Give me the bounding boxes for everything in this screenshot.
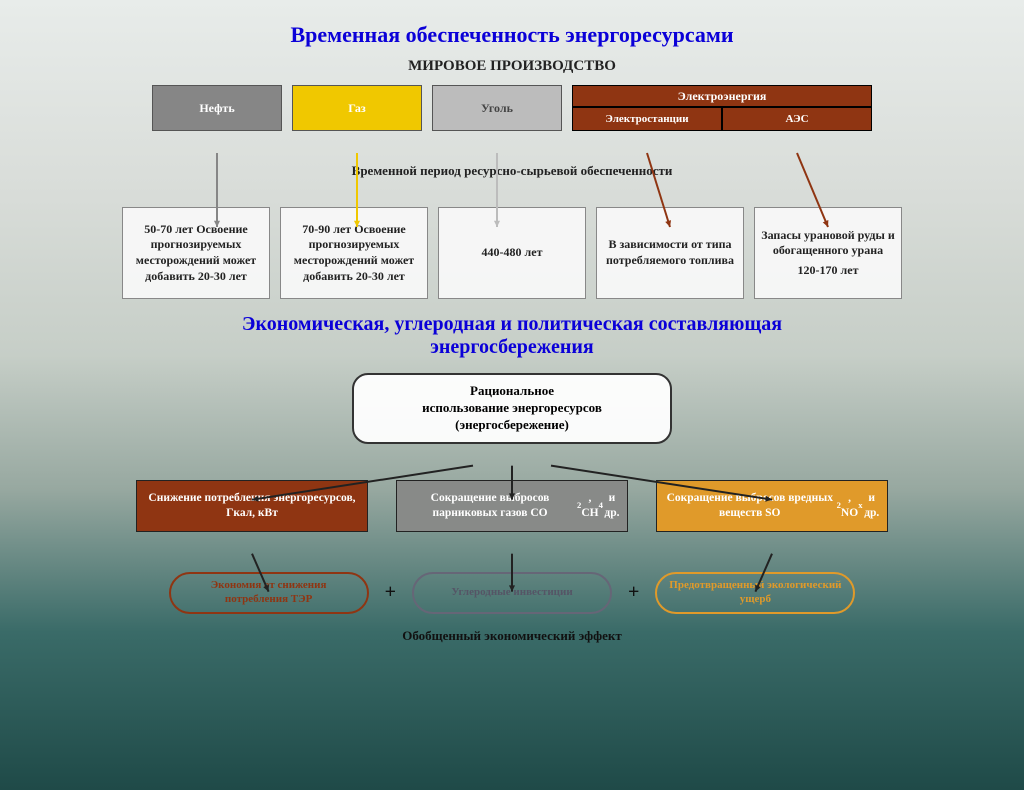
period-label: Временной период ресурсно-сырьевой обесп… bbox=[0, 163, 1024, 179]
mid-box-reduction: Снижение потребления энергоресурсов, Гка… bbox=[136, 480, 368, 532]
title2-l1: Экономическая, углеродная и политическая… bbox=[242, 313, 782, 335]
resource-coal: Уголь bbox=[432, 85, 562, 131]
desc-npp: Запасы урановой руды и обогащенного уран… bbox=[754, 207, 902, 299]
main-title: Временная обеспеченность энергоресурсами bbox=[0, 22, 1024, 48]
desc-plant: В зависимости от типа потребляемого топл… bbox=[596, 207, 744, 299]
rational-l3: (энергосбережение) bbox=[364, 417, 660, 434]
desc-npp-l1: Запасы урановой руды и обогащенного уран… bbox=[759, 228, 897, 259]
subtitle-production: МИРОВОЕ ПРОИЗВОДСТВО bbox=[0, 58, 1024, 75]
plus-icon: + bbox=[385, 581, 396, 604]
plus-icon: + bbox=[628, 581, 639, 604]
rational-l1: Рациональное bbox=[364, 383, 660, 400]
rational-l2: использование энергоресурсов bbox=[364, 400, 660, 417]
description-row: 50-70 лет Освоение прогнозируемых местор… bbox=[0, 207, 1024, 299]
oval-economy: Экономия от снижения потребления ТЭР bbox=[169, 572, 369, 614]
title2-l2: энергосбережения bbox=[430, 336, 593, 358]
rational-box: Рациональное использование энергоресурсо… bbox=[352, 373, 672, 444]
electricity-npp: АЭС bbox=[722, 107, 872, 131]
resource-row: Нефть Газ Уголь Электроэнергия Электрост… bbox=[0, 85, 1024, 131]
oval-carbon: Углеродные инвестиции bbox=[412, 572, 612, 614]
resource-gas: Газ bbox=[292, 85, 422, 131]
desc-oil: 50-70 лет Освоение прогнозируемых местор… bbox=[122, 207, 270, 299]
oval-ecological: Предотвращенный экологический ущерб bbox=[655, 572, 855, 614]
bottom-label: Обобщенный экономический эффект bbox=[0, 628, 1024, 644]
resource-oil: Нефть bbox=[152, 85, 282, 131]
resource-electricity: Электроэнергия Электростанции АЭС bbox=[572, 85, 872, 131]
electricity-plants: Электростанции bbox=[572, 107, 722, 131]
desc-npp-l2: 120-170 лет bbox=[798, 263, 859, 279]
oval-row: Экономия от снижения потребления ТЭР + У… bbox=[0, 572, 1024, 614]
desc-gas: 70-90 лет Освоение прогнозируемых местор… bbox=[280, 207, 428, 299]
mid-box-pollutants: Сокращение выбросов вредных веществ SO2,… bbox=[656, 480, 888, 532]
main-title-2: Экономическая, углеродная и политическая… bbox=[0, 313, 1024, 359]
mid-row: Снижение потребления энергоресурсов, Гка… bbox=[0, 480, 1024, 532]
desc-coal: 440-480 лет bbox=[438, 207, 586, 299]
electricity-header: Электроэнергия bbox=[572, 85, 872, 107]
mid-box-greenhouse: Сокращение выбросов парниковых газов CO2… bbox=[396, 480, 628, 532]
